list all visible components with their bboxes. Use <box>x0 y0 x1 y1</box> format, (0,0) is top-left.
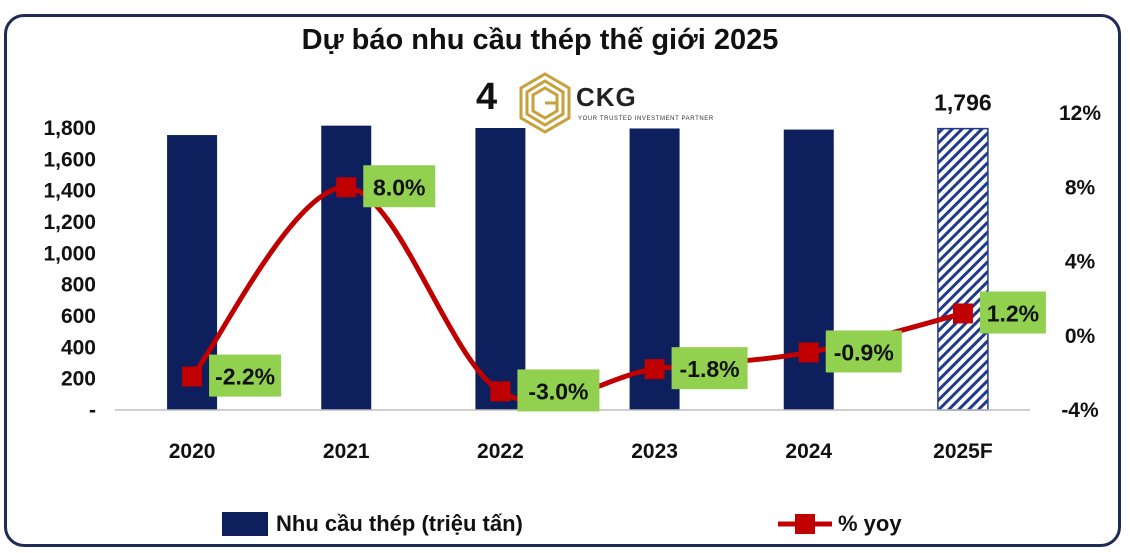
yoy-label-bg <box>671 347 748 390</box>
y-left-tick: - <box>89 399 96 422</box>
yoy-label-2021: 8.0% <box>373 174 425 200</box>
bar-2025F <box>937 127 989 411</box>
yoy-label-2025F: 1.2% <box>987 300 1039 326</box>
y-right-tick: 8% <box>1065 176 1096 199</box>
legend-bar-label: Nhu cầu thép (triệu tấn) <box>276 511 523 536</box>
y-right-tick: 12% <box>1059 102 1101 125</box>
yoy-marker-2023 <box>644 359 665 380</box>
y-left-tick: 1,600 <box>43 148 96 171</box>
x-tick-2020: 2020 <box>169 440 216 463</box>
y-left-tick: 200 <box>61 368 96 391</box>
yoy-label-bg <box>979 291 1046 334</box>
yoy-label-bg <box>209 354 282 397</box>
chart-title: Dự báo nhu cầu thép thế giới 2025 <box>301 24 779 56</box>
y-left-tick: 1,800 <box>43 117 96 140</box>
y-right-tick: 0% <box>1065 325 1096 348</box>
yoy-marker-2020 <box>182 366 203 387</box>
logo-name: CKG <box>576 82 637 112</box>
yoy-marker-2025F <box>952 303 973 324</box>
yoy-marker-2021 <box>336 177 357 198</box>
legend-bar-swatch <box>222 512 268 536</box>
y-left-tick: 800 <box>61 274 96 297</box>
yoy-label-bg <box>517 369 600 412</box>
bar-series <box>167 125 989 411</box>
yoy-label-2023: -1.8% <box>680 356 740 382</box>
y-right-tick: -4% <box>1061 399 1099 422</box>
ckg-logo-icon <box>519 72 571 134</box>
yoy-marker-2024 <box>798 342 819 363</box>
bar-value-label: 1,796 <box>934 90 992 116</box>
y-left-tick: 1,000 <box>43 242 96 265</box>
x-tick-2022: 2022 <box>477 440 524 463</box>
legend-line-label: % yoy <box>838 511 902 536</box>
bar-2022 <box>475 128 526 410</box>
chart-frame <box>4 14 1121 547</box>
ckg-logo: 4 CKG YOUR TRUSTED INVESTMENT PARTNER <box>476 72 726 136</box>
bar-2021 <box>321 125 372 411</box>
y-left-tick: 600 <box>61 305 96 328</box>
yoy-label-bg <box>825 330 902 373</box>
y-left-tick: 400 <box>61 336 96 359</box>
yoy-label-2024: -0.9% <box>834 339 894 365</box>
x-tick-2024: 2024 <box>785 440 832 463</box>
legend: Nhu cầu thép (triệu tấn) % yoy <box>222 511 902 536</box>
data-labels: -2.2% 8.0% -3.0% -1.8% -0.9% 1.2% 1,796 <box>209 90 1046 412</box>
y-left-tick: 1,200 <box>43 211 96 234</box>
x-tick-2023: 2023 <box>631 440 678 463</box>
y-left-tick: 1,400 <box>43 180 96 203</box>
bar-2024 <box>783 129 834 411</box>
yoy-label-2020: -2.2% <box>215 364 275 390</box>
x-tick-2021: 2021 <box>323 440 370 463</box>
yoy-label-bg <box>363 165 436 208</box>
yoy-label-2022: -3.0% <box>528 378 588 404</box>
logo-number: 4 <box>476 76 498 118</box>
y-right-tick: 4% <box>1065 251 1096 274</box>
yoy-marker-2022 <box>490 381 511 402</box>
legend-line-marker <box>795 514 815 534</box>
chart-axes: - 200 400 600 800 1,000 1,200 1,400 1,600 1,800 -4… <box>43 102 1101 463</box>
logo-tagline: YOUR TRUSTED INVESTMENT PARTNER <box>578 116 714 122</box>
x-tick-2025F: 2025F <box>933 440 993 463</box>
bar-2020 <box>167 135 218 411</box>
